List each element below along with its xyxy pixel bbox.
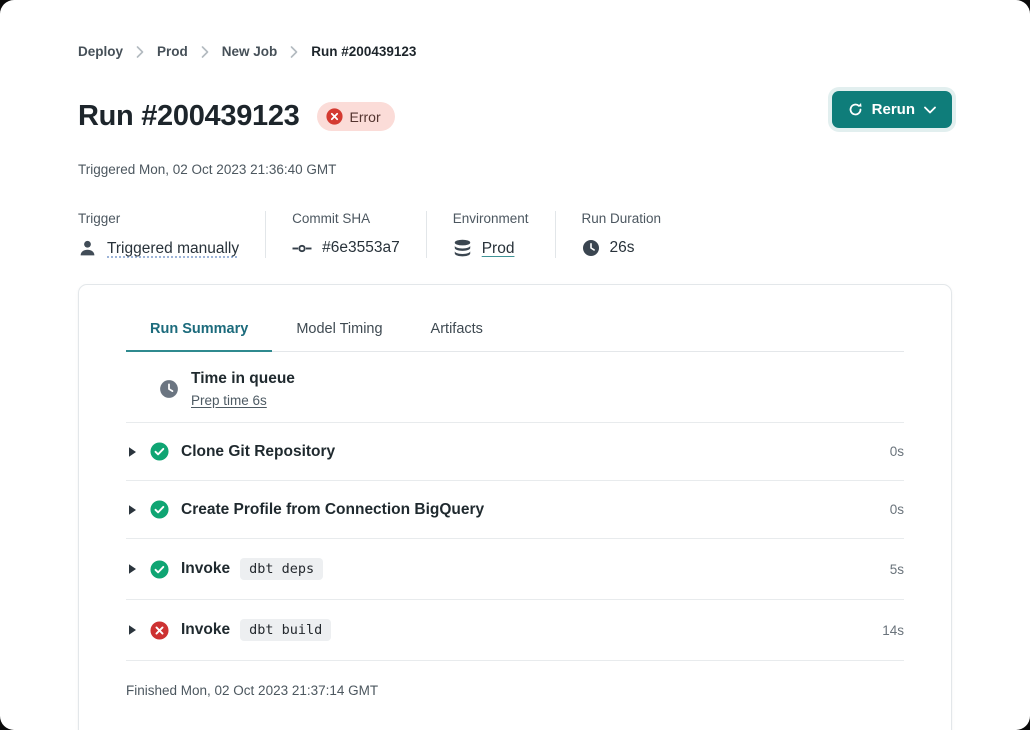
status-badge: Error <box>316 102 395 132</box>
breadcrumb: Deploy Prod New Job Run #200439123 <box>78 44 952 59</box>
meta-run-duration: Run Duration 26s <box>554 211 688 259</box>
step-row: Clone Git Repository 0s <box>126 423 904 482</box>
caret-right-icon[interactable] <box>128 504 137 516</box>
chevron-right-icon <box>290 45 298 58</box>
status-badge-label: Error <box>349 108 381 125</box>
chevron-right-icon <box>201 45 209 58</box>
tab-model-timing[interactable]: Model Timing <box>296 321 383 338</box>
rerun-button-label: Rerun <box>871 101 915 118</box>
step-duration: 0s <box>889 444 904 460</box>
step-title: Clone Git Repository <box>181 442 336 460</box>
meta-label: Environment <box>452 211 529 227</box>
step-command-chip: dbt deps <box>240 558 324 581</box>
breadcrumb-item: Run #200439123 <box>311 44 417 59</box>
breadcrumb-item[interactable]: Prod <box>157 44 188 59</box>
breadcrumb-item[interactable]: New Job <box>221 44 278 59</box>
caret-right-icon[interactable] <box>128 624 137 636</box>
meta-label: Trigger <box>78 211 121 227</box>
trigger-value[interactable]: Triggered manually <box>107 239 240 257</box>
meta-commit-sha: Commit SHA #6e3553a7 <box>265 211 426 259</box>
page-title: Run #200439123 <box>78 100 300 133</box>
step-title: Invoke <box>181 621 231 639</box>
run-summary-card: Run Summary Model Timing Artifacts Time … <box>78 284 952 730</box>
step-duration: 14s <box>882 622 904 638</box>
clock-icon <box>159 379 179 399</box>
breadcrumb-item[interactable]: Deploy <box>78 44 124 59</box>
step-title: Invoke <box>181 560 231 578</box>
step-title: Create Profile from Connection BigQuery <box>181 500 485 518</box>
person-icon <box>78 239 97 258</box>
chevron-down-icon <box>924 106 936 114</box>
tab-bar: Run Summary Model Timing Artifacts <box>126 315 904 353</box>
step-command-chip: dbt build <box>240 619 332 642</box>
triggered-timestamp: Triggered Mon, 02 Oct 2023 21:36:40 GMT <box>78 162 337 178</box>
commit-sha-value: #6e3553a7 <box>322 239 400 257</box>
time-in-queue-title: Time in queue <box>191 370 295 388</box>
time-in-queue-row: Time in queue Prep time 6s <box>126 352 904 424</box>
step-duration: 5s <box>889 561 904 577</box>
environment-link[interactable]: Prod <box>481 239 515 257</box>
database-icon <box>453 239 472 258</box>
meta-environment: Environment Prod <box>425 211 555 259</box>
prep-time-link[interactable]: Prep time 6s <box>191 393 267 409</box>
run-duration-value: 26s <box>609 239 635 257</box>
success-icon <box>150 500 169 519</box>
meta-label: Run Duration <box>581 211 662 227</box>
step-row: Invoke dbt build 14s <box>126 600 904 662</box>
step-duration: 0s <box>889 502 904 518</box>
chevron-right-icon <box>136 45 144 58</box>
rerun-button[interactable]: Rerun <box>831 91 952 128</box>
finished-timestamp: Finished Mon, 02 Oct 2023 21:37:14 GMT <box>126 683 379 699</box>
error-circle-icon <box>325 108 343 125</box>
caret-right-icon[interactable] <box>128 446 137 458</box>
tab-artifacts[interactable]: Artifacts <box>430 321 483 338</box>
clock-icon <box>582 239 600 257</box>
step-row: Create Profile from Connection BigQuery … <box>126 481 904 540</box>
run-meta-row: Trigger Triggered manually Commit SHA #6… <box>78 211 952 259</box>
refresh-icon <box>848 102 863 117</box>
caret-right-icon[interactable] <box>128 563 137 575</box>
meta-label: Commit SHA <box>292 211 371 227</box>
steps-list: Clone Git Repository 0s Create Profile f… <box>126 423 904 662</box>
error-icon <box>150 621 169 640</box>
step-row: Invoke dbt deps 5s <box>126 539 904 601</box>
tab-run-summary[interactable]: Run Summary <box>126 315 273 353</box>
commit-icon <box>292 242 312 255</box>
success-icon <box>150 442 169 461</box>
meta-trigger: Trigger Triggered manually <box>78 211 265 258</box>
success-icon <box>150 560 169 579</box>
